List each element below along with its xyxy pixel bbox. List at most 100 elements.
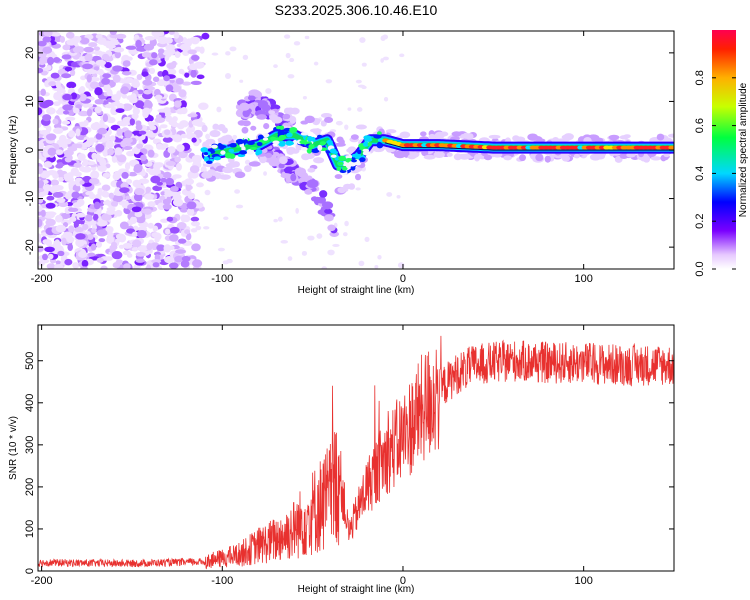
noise-blob <box>102 149 108 157</box>
ridge-speckle <box>213 156 222 161</box>
ridge-branch-blob <box>304 188 313 195</box>
ridge-speckle <box>376 142 384 149</box>
noise-blob <box>184 178 195 186</box>
noise-blob <box>55 149 64 155</box>
noise-blob <box>78 250 88 258</box>
noise-blob <box>180 133 187 139</box>
noise-blob <box>63 173 72 182</box>
noise-blob <box>88 193 96 200</box>
noise-blob <box>140 154 147 162</box>
noise-blob <box>84 103 94 108</box>
noise-blob <box>347 107 352 111</box>
noise-blob <box>179 120 189 128</box>
noise-blob <box>71 143 81 149</box>
noise-blob <box>45 218 56 227</box>
noise-blob <box>80 266 88 269</box>
ridge-speckle <box>262 137 269 141</box>
noise-blob <box>163 244 172 253</box>
noise-blob <box>50 72 60 79</box>
noise-blob <box>53 240 61 249</box>
noise-blob <box>106 116 116 124</box>
noise-blob <box>98 238 106 243</box>
noise-blob <box>184 229 191 235</box>
ridge-branch-blob <box>290 173 297 182</box>
noise-blob <box>119 221 129 230</box>
noise-blob <box>46 56 55 66</box>
noise-blob <box>44 80 50 88</box>
ridge-speckle <box>200 147 209 153</box>
noise-blob <box>54 264 64 269</box>
noise-blob <box>142 107 151 116</box>
noise-blob <box>110 38 119 45</box>
ridge-halo-blob <box>640 157 648 162</box>
noise-blob <box>216 106 222 113</box>
ridge-halo-blob <box>248 161 261 167</box>
noise-blob <box>191 154 203 162</box>
ridge-halo-blob <box>535 153 544 162</box>
noise-blob <box>79 86 86 94</box>
noise-blob <box>53 101 61 107</box>
noise-blob <box>112 74 121 83</box>
noise-blob <box>235 204 244 209</box>
ridge-branch-blob <box>322 201 334 210</box>
noise-blob <box>172 193 182 201</box>
bottom-x-axis: -200 -100 0 100 <box>31 325 593 587</box>
noise-blob <box>47 147 57 156</box>
noise-blob <box>105 163 111 169</box>
noise-blob <box>65 31 75 39</box>
noise-blob <box>88 177 100 185</box>
ridge-halo-blob <box>290 107 300 115</box>
noise-blob <box>83 46 94 53</box>
noise-blob <box>135 251 146 257</box>
noise-blob <box>151 232 161 238</box>
noise-blob <box>382 56 389 61</box>
ridge-halo-blob <box>573 153 580 159</box>
noise-blob <box>96 257 104 263</box>
noise-blob <box>38 180 44 188</box>
x-tick-label: 100 <box>574 273 592 285</box>
noise-blob <box>73 162 82 168</box>
ridge-halo-blob <box>420 131 427 137</box>
noise-blob <box>75 128 81 137</box>
noise-blob <box>94 87 103 96</box>
ridge-speckle <box>367 142 372 147</box>
noise-blob <box>186 207 195 216</box>
noise-blob <box>165 161 176 166</box>
noise-blob <box>52 191 64 198</box>
ridge-halo-blob <box>256 114 268 120</box>
noise-blob <box>148 67 156 75</box>
noise-blob <box>287 74 295 79</box>
ridge-halo-blob <box>656 133 665 141</box>
ridge-halo-blob <box>347 146 357 154</box>
noise-blob <box>79 180 85 185</box>
ridge-speckle <box>341 166 348 171</box>
bottom-x-axis-label: Height of straight line (km) <box>298 584 415 595</box>
x-tick-label: 0 <box>400 273 406 285</box>
noise-blob <box>82 63 93 70</box>
ridge-branch-blob <box>310 196 318 202</box>
ridge-halo-blob <box>350 134 359 140</box>
noise-blob <box>38 218 43 228</box>
noise-blob <box>136 73 143 81</box>
noise-blob <box>109 33 119 39</box>
noise-blob <box>342 232 348 237</box>
ridge-speckle <box>319 141 327 146</box>
ridge-speckle <box>339 169 347 173</box>
noise-blob <box>125 77 134 84</box>
noise-blob <box>38 166 44 175</box>
y-tick-label: 500 <box>24 352 36 370</box>
noise-blob <box>55 260 61 265</box>
ridge-speckle <box>326 139 333 145</box>
noise-blob <box>191 119 203 127</box>
noise-blob <box>122 242 133 249</box>
noise-blob <box>361 85 367 90</box>
noise-blob <box>46 263 56 269</box>
ridge-halo-blob <box>519 154 526 162</box>
noise-blob <box>194 46 202 52</box>
noise-blob <box>94 106 102 114</box>
ridge-speckle <box>239 150 248 155</box>
noise-blob <box>120 140 127 148</box>
ridge-halo-blob <box>212 123 220 130</box>
ridge-speckle <box>278 140 286 147</box>
noise-blob <box>151 52 158 59</box>
